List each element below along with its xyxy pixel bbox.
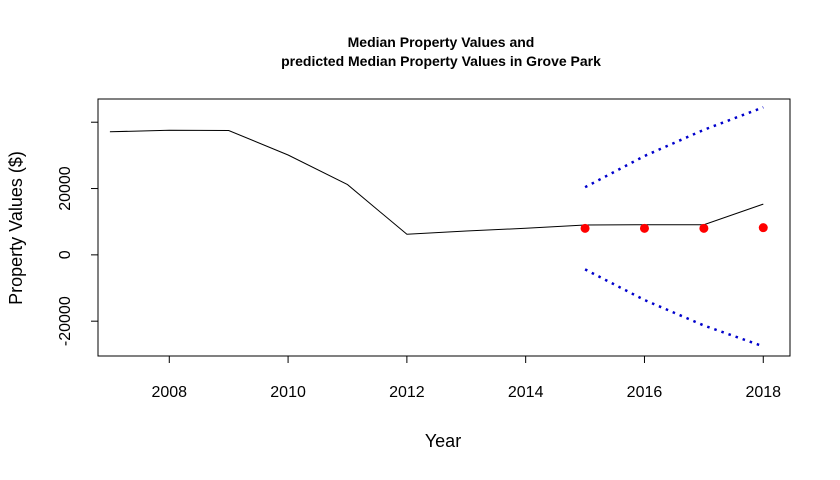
chart-title-line-2: predicted Median Property Values in Grov… (281, 53, 601, 69)
lower-bound-line (584, 268, 764, 348)
x-tick-label: 2016 (627, 384, 663, 401)
plot-frame (97, 98, 791, 357)
forecast-point (758, 223, 768, 233)
x-tick-label: 2018 (745, 384, 781, 401)
x-tick-label: 2012 (389, 384, 425, 401)
forecast-point (639, 223, 649, 233)
forecast-point (580, 223, 590, 233)
y-tick-label: 20000 (57, 166, 74, 211)
y-axis: -20000 0 20000 (57, 121, 98, 346)
x-tick-label: 2014 (508, 384, 544, 401)
chart-title-line-1: Median Property Values and (348, 34, 535, 50)
y-tick-label: 0 (57, 250, 74, 259)
upper-bound-line (584, 106, 764, 189)
series-layer (109, 106, 768, 348)
y-axis-label: Property Values ($) (6, 151, 26, 305)
x-tick-label: 2008 (151, 384, 187, 401)
observed-line (109, 129, 764, 235)
forecast-point (699, 223, 709, 233)
x-tick-label: 2010 (270, 384, 306, 401)
y-tick-label: -20000 (57, 296, 74, 346)
x-axis: 2008 2010 2012 2014 2016 2018 (151, 356, 781, 401)
x-axis-label: Year (425, 431, 461, 451)
